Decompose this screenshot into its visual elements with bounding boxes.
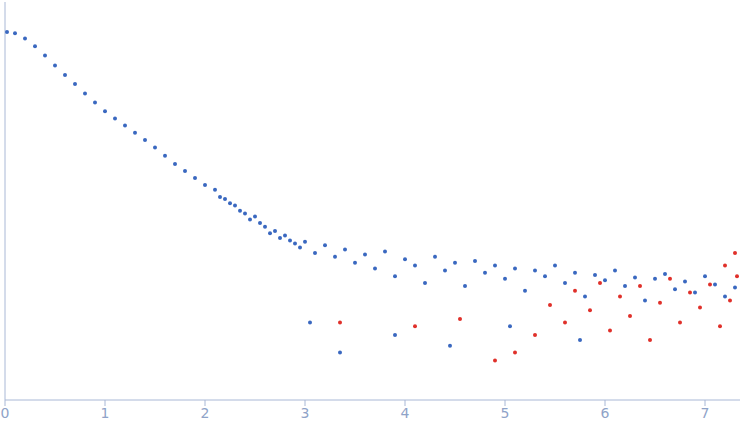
svg-text:0: 0 — [8, 405, 9, 421]
svg-text:6: 6 — [601, 405, 610, 421]
svg-text:5: 5 — [501, 405, 510, 421]
svg-text:3: 3 — [301, 405, 310, 421]
svg-text:7: 7 — [701, 405, 710, 421]
svg-text:1: 1 — [101, 405, 110, 421]
svg-text:4: 4 — [401, 405, 410, 421]
svg-text:2: 2 — [201, 405, 210, 421]
